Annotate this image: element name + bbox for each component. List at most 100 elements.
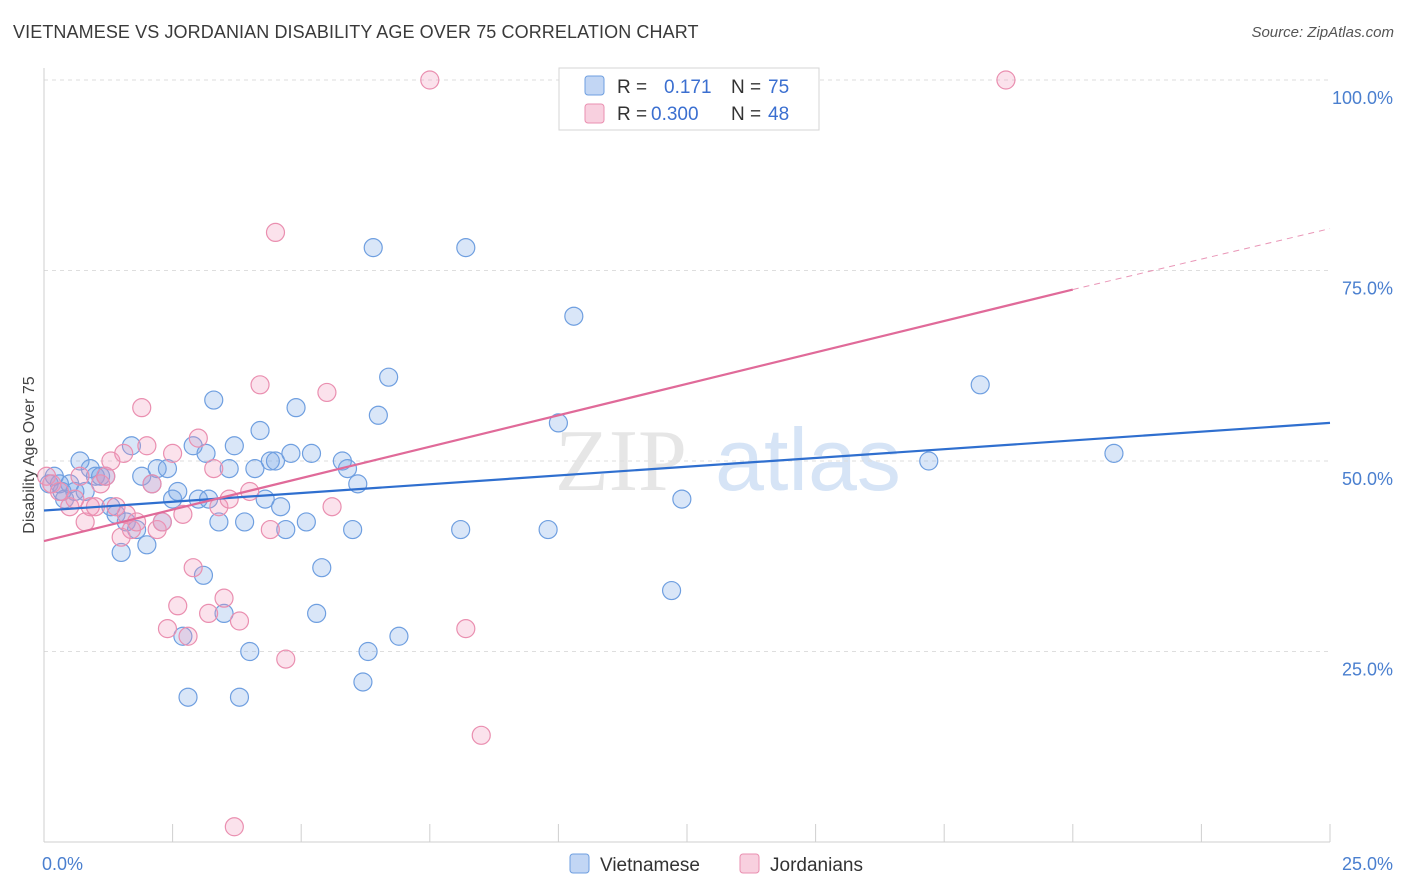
vietnamese-point-73 xyxy=(1104,443,1124,463)
jordanian-point-34 xyxy=(224,817,244,837)
vietnamese-point-63 xyxy=(389,626,409,646)
vietnamese-point-31 xyxy=(193,565,214,585)
vietnamese-point-68 xyxy=(564,306,584,326)
jordanian-point-19 xyxy=(142,474,162,494)
vietnamese-point-61 xyxy=(368,405,388,425)
vietnamese-point-58 xyxy=(353,672,373,692)
jordanian-point-43 xyxy=(420,70,440,90)
vietnamese-point-74 xyxy=(196,443,216,463)
jordanian-point-47 xyxy=(114,443,134,463)
vietnamese-point-34 xyxy=(209,512,229,532)
vietnamese-point-52 xyxy=(307,603,327,624)
vietnamese-point-40 xyxy=(240,641,260,662)
vietnamese-trend-line xyxy=(43,421,1331,512)
jordanian-point-17 xyxy=(132,398,152,418)
vietnamese-point-33 xyxy=(204,390,224,410)
vietnamese-point-22 xyxy=(147,459,167,479)
vietnamese-point-49 xyxy=(286,398,306,418)
y-tick-label-2: 75.0% xyxy=(1342,279,1393,299)
vietnamese-point-39 xyxy=(235,512,255,532)
vietnamese-point-46 xyxy=(271,497,291,517)
jordanian-point-39 xyxy=(265,222,286,242)
vietnamese-point-70 xyxy=(672,489,692,509)
jordanian-point-30 xyxy=(204,459,224,479)
vietnamese-point-8 xyxy=(75,481,95,502)
legend-n-value-1: 75 xyxy=(768,77,789,98)
grid-lines xyxy=(44,79,1330,652)
legend-r-value-1: 0.171 xyxy=(664,77,712,98)
jordanian-point-25 xyxy=(173,504,193,524)
y-tick-label-0: 25.0% xyxy=(1342,660,1393,680)
jordanian-point-5 xyxy=(70,466,90,486)
vietnamese-point-45 xyxy=(265,451,286,471)
y-axis-label: Disability Age Over 75 xyxy=(21,376,38,534)
vietnamese-point-69 xyxy=(661,580,682,601)
vietnamese-point-37 xyxy=(224,436,244,456)
jordanian-trend-line xyxy=(43,288,1074,543)
vietnamese-point-17 xyxy=(121,436,142,456)
source-label: Source: ZipAtlas.com xyxy=(1251,24,1394,41)
vietnamese-point-56 xyxy=(343,519,363,540)
vietnamese-point-72 xyxy=(970,375,990,395)
jordanian-point-32 xyxy=(214,588,234,608)
jordanian-point-2 xyxy=(49,481,70,502)
vietnamese-point-62 xyxy=(379,367,399,387)
jordanian-point-42 xyxy=(322,497,342,517)
jordanian-point-24 xyxy=(168,596,188,616)
vietnamese-point-7 xyxy=(70,451,90,471)
legend-n-label-2: N = xyxy=(731,104,761,125)
legend-r-value-2: 0.300 xyxy=(651,104,699,125)
jordanian-point-29 xyxy=(199,603,219,624)
axes xyxy=(43,68,1331,843)
jordanian-point-27 xyxy=(183,558,203,578)
vietnamese-point-42 xyxy=(250,420,270,441)
jordanian-point-22 xyxy=(157,619,178,639)
x-tick-label-0: 0.0% xyxy=(42,854,83,874)
vietnamese-point-27 xyxy=(173,626,193,646)
chart-title: VIETNAMESE VS JORDANIAN DISABILITY AGE O… xyxy=(13,22,699,42)
vietnamese-point-67 xyxy=(548,413,569,433)
jordanian-point-41 xyxy=(317,382,337,403)
vietnamese-point-36 xyxy=(219,459,239,479)
jordanian-point-21 xyxy=(152,512,172,532)
jordanian-trend-extension xyxy=(1072,228,1331,291)
jordanian-point-18 xyxy=(137,436,157,456)
vietnamese-point-26 xyxy=(168,481,188,502)
jordanian-point-26 xyxy=(178,626,198,646)
jordanian-point-45 xyxy=(471,725,491,745)
jordanian-point-46 xyxy=(996,70,1016,90)
vietnamese-point-71 xyxy=(919,451,939,471)
bottom-legend-vietnamese: Vietnamese xyxy=(600,855,700,876)
jordanian-point-44 xyxy=(456,619,476,639)
vietnamese-point-19 xyxy=(132,466,152,486)
jordanian-point-38 xyxy=(260,519,280,540)
vietnamese-point-41 xyxy=(245,459,265,479)
bottom-legend-jordanians: Jordanians xyxy=(770,855,863,876)
vietnamese-point-24 xyxy=(157,459,178,479)
vietnamese-point-20 xyxy=(137,535,157,555)
legend-r-label-1: R = xyxy=(617,77,647,98)
vietnamese-point-11 xyxy=(90,466,111,486)
bottom-swatch-jordanians xyxy=(739,853,760,874)
tick-labels: 25.0% 50.0% 75.0% 100.0% 0.0% 25.0% xyxy=(42,88,1393,874)
vietnamese-point-66 xyxy=(538,519,558,540)
vietnamese-point-28 xyxy=(178,687,198,707)
vietnamese-point-38 xyxy=(229,687,250,707)
legend-swatch-vietnamese xyxy=(584,75,605,96)
jordanian-point-1 xyxy=(42,474,62,494)
stats-legend: R = 0.171 N = 75 R = 0.300 N = 48 xyxy=(558,67,820,131)
jordanian-point-10 xyxy=(96,466,116,486)
trend-lines xyxy=(43,228,1331,543)
bottom-swatch-vietnamese xyxy=(569,853,590,874)
legend-r-label-2: R = xyxy=(617,104,647,125)
vietnamese-point-48 xyxy=(281,443,301,463)
vietnamese-point-35 xyxy=(214,603,234,624)
vietnamese-point-65 xyxy=(456,238,476,258)
vietnamese-point-53 xyxy=(312,558,332,578)
vietnamese-point-50 xyxy=(296,512,316,532)
legend-n-value-2: 48 xyxy=(768,104,789,125)
vietnamese-point-64 xyxy=(451,519,471,540)
vietnamese-point-15 xyxy=(111,542,131,563)
vietnamese-point-18 xyxy=(126,519,147,540)
